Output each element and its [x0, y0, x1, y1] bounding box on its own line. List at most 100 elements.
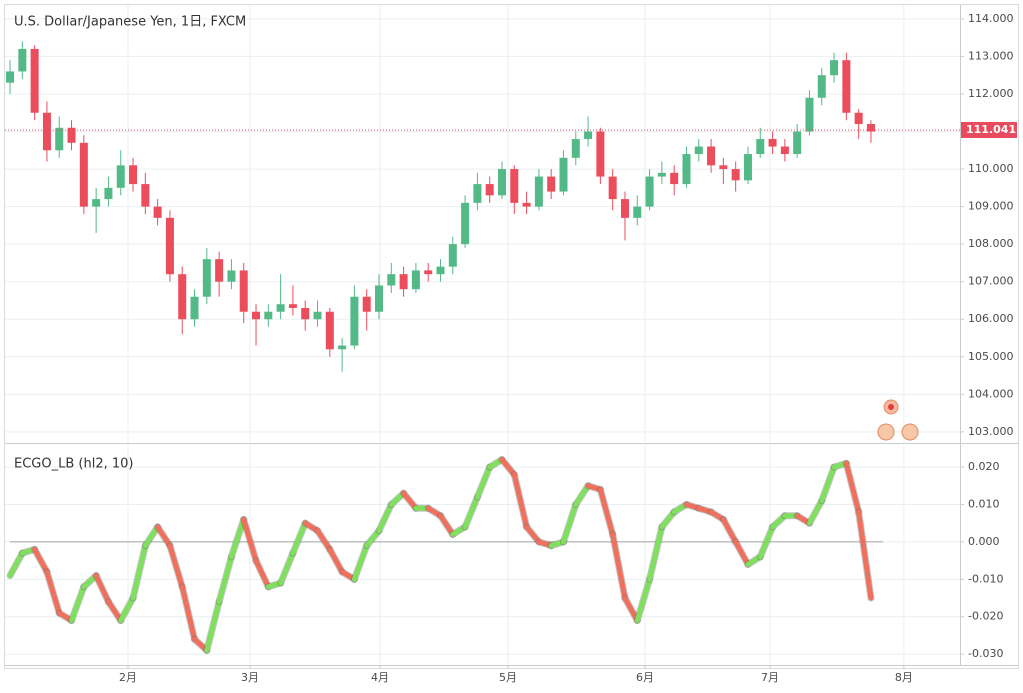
candle-body: [620, 199, 629, 218]
candle-body: [264, 311, 273, 320]
oscillator-segment: [179, 584, 198, 642]
candle-body: [694, 146, 703, 155]
y-tick-label: 113.000: [968, 49, 1014, 62]
candle-body: [104, 187, 113, 200]
oscillator-segment: [770, 513, 788, 530]
y-tick-label: 108.000: [968, 237, 1014, 250]
oscillator-segment: [155, 524, 173, 549]
oscillator-segment: [167, 543, 185, 590]
y-tick-label: 112.000: [968, 87, 1014, 100]
candle-body: [817, 75, 826, 98]
candle-body: [510, 169, 519, 203]
candle-body: [375, 285, 384, 312]
y-tick-label: -0.020: [968, 610, 1003, 623]
candle-body: [485, 184, 494, 196]
candle-body: [116, 165, 125, 188]
oscillator-segment: [524, 524, 542, 545]
candle-body: [350, 296, 359, 346]
candle-body: [645, 176, 654, 207]
x-tick-label: 8月: [895, 671, 913, 684]
oscillator-segment: [142, 524, 161, 549]
candle-body: [584, 131, 593, 140]
candle-body: [6, 71, 15, 83]
candle-body: [301, 307, 310, 320]
frame: [4, 4, 1019, 669]
candle-body: [55, 127, 64, 151]
oscillator-segment: [388, 490, 407, 507]
candle-body: [338, 345, 347, 350]
oscillator-segment: [204, 599, 222, 653]
oscillator-segment: [93, 573, 111, 605]
candle-body: [399, 274, 408, 290]
candle-body: [522, 202, 531, 207]
y-tick-label: -0.030: [968, 647, 1003, 660]
y-tick-label: 114.000: [968, 12, 1014, 25]
candle-body: [768, 139, 777, 147]
candle-body: [215, 259, 224, 282]
oscillator-segment: [278, 550, 296, 586]
candle-body: [793, 131, 802, 155]
oscillator-segment: [856, 509, 874, 601]
candle-body: [67, 127, 76, 143]
candle-body: [743, 154, 752, 181]
candle-body: [424, 270, 433, 275]
oscillator-segment: [733, 539, 751, 567]
oscillator-segment: [438, 513, 456, 537]
candle-body: [79, 142, 88, 207]
oscillator-segment: [32, 546, 50, 575]
y-tick-label: 0.010: [968, 497, 1000, 510]
candle-body: [682, 154, 691, 185]
candle-body: [473, 184, 482, 203]
oscillator-segment: [597, 487, 616, 537]
oscillator-segment: [462, 494, 480, 530]
candle-body: [731, 169, 740, 181]
oscillator-segment: [843, 460, 862, 515]
x-tick-label: 7月: [761, 671, 779, 684]
x-tick-label: 2月: [119, 671, 137, 684]
y-tick-label: -0.010: [968, 572, 1003, 585]
grid: [5, 5, 964, 669]
last-price-box: [961, 121, 1017, 138]
y-tick-label: 103.000: [968, 425, 1014, 438]
oscillator-segment: [44, 569, 62, 616]
oscillator-segment: [511, 472, 530, 530]
oscillator-segment: [806, 498, 825, 526]
oscillator-segment: [7, 550, 25, 579]
marks: [5, 41, 960, 654]
candle-body: [461, 202, 470, 245]
candle-body: [559, 157, 568, 192]
candle-body: [227, 270, 236, 282]
chart-title: U.S. Dollar/Japanese Yen, 1日, FXCM: [14, 15, 246, 30]
candle-body: [129, 165, 138, 185]
candle-body: [547, 176, 556, 192]
oscillator-segment: [327, 546, 345, 575]
last-price-label: 111.041: [966, 123, 1016, 136]
candle-body: [830, 60, 839, 76]
candle-body: [497, 169, 506, 196]
oscillator-segment: [720, 516, 739, 545]
candle-body: [362, 296, 371, 312]
candle-body: [313, 311, 322, 320]
candle-body: [608, 176, 617, 200]
oscillator-segment: [118, 595, 136, 623]
candle-body: [178, 274, 187, 320]
y-tick-label: 107.000: [968, 275, 1014, 288]
y-tick-label: 106.000: [968, 312, 1014, 325]
candle-body: [854, 112, 863, 125]
candle-body: [866, 124, 875, 132]
x-tick-label: 4月: [371, 671, 389, 684]
candle-body: [596, 131, 605, 177]
labels: 114.000113.000112.000111.000110.000109.0…: [119, 12, 1017, 684]
oscillator-segment: [401, 490, 419, 511]
y-tick-label: 109.000: [968, 200, 1014, 213]
candle-body: [633, 206, 642, 218]
oscillator-segment: [241, 516, 259, 564]
candle-body: [436, 266, 445, 275]
oscillator-segment: [253, 558, 271, 590]
x-tick-label: 5月: [499, 671, 517, 684]
candle-body: [42, 112, 51, 151]
candle-body: [276, 304, 285, 312]
oscillator-segment: [573, 483, 591, 507]
